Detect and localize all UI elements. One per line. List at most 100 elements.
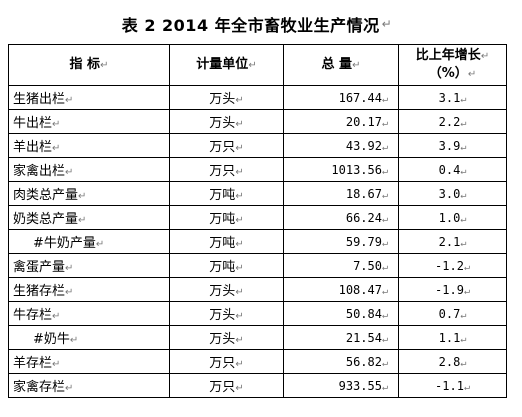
paragraph-mark-icon: ↵ (460, 309, 467, 321)
paragraph-mark-icon: ↵ (235, 191, 244, 202)
row-total-cell: 59.79↵ (283, 229, 399, 254)
table-row: 牛出栏↵ 万头↵ 20.17↵ 2.2↵ (8, 109, 507, 134)
row-growth-cell: 3.9↵ (398, 133, 507, 158)
paragraph-mark-icon: ↵ (381, 93, 388, 105)
paragraph-mark-icon: ↵ (235, 359, 244, 370)
row-total-value: 20.17 (345, 114, 382, 129)
paragraph-mark-icon: ↵ (460, 333, 467, 345)
paragraph-mark-icon: ↵ (381, 381, 388, 393)
row-unit-cell: 万头↵ (169, 325, 284, 350)
table-row: #牛奶产量↵ 万吨↵ 59.79↵ 2.1↵ (8, 229, 507, 254)
row-growth-cell: -1.2↵ (398, 253, 507, 278)
row-total-cell: 7.50↵ (283, 253, 399, 278)
row-growth-value: 2.8 (438, 354, 461, 369)
row-name-cell: 生猪存栏↵ (8, 277, 170, 302)
row-name-value: 家禽出栏 (13, 164, 66, 179)
row-growth-cell: 0.4↵ (398, 157, 507, 182)
row-total-value: 21.54 (345, 330, 382, 345)
row-unit-cell: 万头↵ (169, 85, 284, 110)
row-total-value: 18.67 (345, 186, 382, 201)
row-name-value: #奶牛 (33, 332, 70, 347)
row-growth-cell: 2.2↵ (398, 109, 507, 134)
row-name-value: 羊出栏 (13, 140, 53, 155)
paragraph-mark-icon: ↵ (381, 213, 388, 225)
table-row: #奶牛↵ 万头↵ 21.54↵ 1.1↵ (8, 325, 507, 350)
paragraph-mark-icon: ↵ (460, 213, 467, 225)
paragraph-mark-icon: ↵ (460, 357, 467, 369)
row-growth-cell: 2.8↵ (398, 349, 507, 374)
row-unit-value: 万头 (209, 92, 236, 107)
paragraph-mark-icon: ↵ (381, 17, 393, 31)
header-name: 指 标↵ (8, 44, 170, 86)
paragraph-mark-icon: ↵ (65, 383, 74, 394)
header-unit: 计量单位↵ (169, 44, 284, 86)
table-header-row: 指 标↵ 计量单位↵ 总 量↵ 比上年增长↵ （%）↵ (8, 44, 507, 86)
row-growth-cell: 3.0↵ (398, 181, 507, 206)
paragraph-mark-icon: ↵ (52, 311, 61, 322)
paragraph-mark-icon: ↵ (235, 287, 244, 298)
row-unit-value: 万头 (209, 116, 236, 131)
paragraph-mark-icon: ↵ (235, 311, 244, 322)
row-name-value: 奶类总产量 (13, 212, 79, 227)
paragraph-mark-icon: ↵ (352, 60, 361, 71)
row-total-value: 50.84 (345, 306, 382, 321)
row-total-value: 108.47 (338, 282, 382, 297)
paragraph-mark-icon: ↵ (460, 237, 467, 249)
row-total-cell: 18.67↵ (283, 181, 399, 206)
paragraph-mark-icon: ↵ (235, 383, 244, 394)
row-name-cell: 羊出栏↵ (8, 133, 170, 158)
row-name-value: #牛奶产量 (33, 236, 96, 251)
row-growth-value: 2.2 (438, 114, 461, 129)
row-unit-value: 万吨 (209, 236, 236, 251)
paragraph-mark-icon: ↵ (480, 51, 490, 62)
row-growth-cell: -1.1↵ (398, 373, 507, 398)
row-name-cell: #奶牛↵ (8, 325, 170, 350)
paragraph-mark-icon: ↵ (78, 191, 87, 202)
paragraph-mark-icon: ↵ (95, 239, 105, 250)
row-total-cell: 21.54↵ (283, 325, 399, 350)
row-name-cell: 牛存栏↵ (8, 301, 170, 326)
row-unit-cell: 万只↵ (169, 349, 284, 374)
table-row: 家禽存栏↵ 万只↵ 933.55↵ -1.1↵ (8, 373, 507, 398)
paragraph-mark-icon: ↵ (52, 359, 61, 370)
paragraph-mark-icon: ↵ (235, 239, 244, 250)
paragraph-mark-icon: ↵ (235, 167, 244, 178)
row-growth-value: -1.1 (435, 378, 464, 393)
paragraph-mark-icon: ↵ (381, 165, 388, 177)
row-growth-value: 2.1 (438, 234, 461, 249)
header-unit-label: 计量单位 (196, 57, 249, 72)
paragraph-mark-icon: ↵ (65, 263, 74, 274)
row-name-value: 羊存栏 (13, 356, 53, 371)
row-unit-value: 万吨 (209, 212, 236, 227)
row-growth-value: -1.2 (435, 258, 464, 273)
row-name-value: 禽蛋产量 (13, 260, 66, 275)
paragraph-mark-icon: ↵ (381, 357, 388, 369)
row-name-cell: 生猪出栏↵ (8, 85, 170, 110)
row-growth-cell: 2.1↵ (398, 229, 507, 254)
table-title-text: 表 2 2014 年全市畜牧业生产情况 (121, 16, 380, 35)
paragraph-mark-icon: ↵ (69, 335, 79, 346)
row-total-value: 56.82 (345, 354, 382, 369)
row-name-cell: 家禽出栏↵ (8, 157, 170, 182)
row-name-cell: 肉类总产量↵ (8, 181, 170, 206)
paragraph-mark-icon: ↵ (235, 143, 244, 154)
paragraph-mark-icon: ↵ (78, 215, 87, 226)
row-unit-value: 万吨 (209, 188, 236, 203)
row-name-cell: 羊存栏↵ (8, 349, 170, 374)
table-row: 生猪出栏↵ 万头↵ 167.44↵ 3.1↵ (8, 85, 507, 110)
paragraph-mark-icon: ↵ (381, 189, 388, 201)
row-total-cell: 1013.56↵ (283, 157, 399, 182)
paragraph-mark-icon: ↵ (460, 189, 467, 201)
paragraph-mark-icon: ↵ (52, 143, 61, 154)
header-growth: 比上年增长↵ （%）↵ (398, 44, 507, 86)
row-name-value: 牛出栏 (13, 116, 53, 131)
row-total-cell: 108.47↵ (283, 277, 399, 302)
paragraph-mark-icon: ↵ (460, 165, 467, 177)
row-unit-cell: 万吨↵ (169, 181, 284, 206)
paragraph-mark-icon: ↵ (235, 215, 244, 226)
livestock-table: 指 标↵ 计量单位↵ 总 量↵ 比上年增长↵ （%）↵ 生猪出栏↵ 万头↵ 167.… (8, 44, 507, 398)
row-total-value: 43.92 (345, 138, 382, 153)
row-name-cell: 牛出栏↵ (8, 109, 170, 134)
header-growth-label-line1: 比上年增长 (415, 48, 481, 63)
